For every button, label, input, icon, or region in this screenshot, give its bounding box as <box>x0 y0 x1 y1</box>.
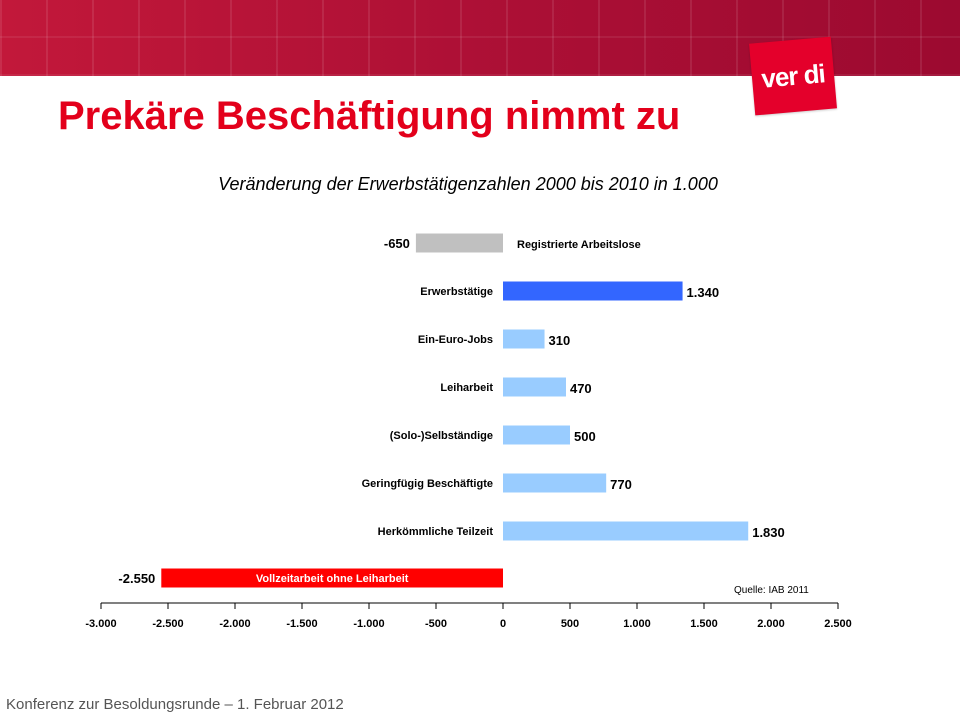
data-label: 470 <box>570 381 592 396</box>
category-label: Geringfügig Beschäftigte <box>362 478 493 490</box>
category-label: Ein-Euro-Jobs <box>418 334 493 346</box>
bar-geringfügig-beschäftigte <box>503 473 607 493</box>
category-label: Erwerbstätige <box>420 286 493 298</box>
x-tick-label: 0 <box>500 618 506 630</box>
category-label: Registrierte Arbeitslose <box>517 239 641 251</box>
data-label: 500 <box>574 429 596 444</box>
bar-ein-euro-jobs <box>503 329 545 349</box>
category-label: (Solo-)Selbständige <box>390 430 493 442</box>
x-tick-label: -2.000 <box>219 618 250 630</box>
bar-solo-selbständige <box>503 425 570 445</box>
bar-vollzeitarbeit-ohne-leiharbeit <box>161 568 504 588</box>
bar-erwerbstätige <box>503 281 683 301</box>
x-tick-label: -3.000 <box>85 618 116 630</box>
bar-herkömmliche-teilzeit <box>503 521 749 541</box>
x-tick-label: -1.000 <box>353 618 384 630</box>
data-label: -2.550 <box>118 571 155 586</box>
data-label: 310 <box>549 333 571 348</box>
data-label: -650 <box>384 236 410 251</box>
x-tick-label: 1.000 <box>623 618 651 630</box>
x-tick-label: 1.500 <box>690 618 718 630</box>
category-label: Vollzeitarbeit ohne Leiharbeit <box>256 573 409 585</box>
x-tick-label: 2.000 <box>757 618 785 630</box>
footer-text: Konferenz zur Besoldungsrunde – 1. Febru… <box>6 696 344 713</box>
category-label: Herkömmliche Teilzeit <box>378 526 494 538</box>
bar-registrierte-arbeitslose <box>415 233 503 253</box>
data-label: 770 <box>610 477 632 492</box>
x-tick-label: 500 <box>561 618 579 630</box>
category-label: Leiharbeit <box>440 382 493 394</box>
page-title: Prekäre Beschäftigung nimmt zu <box>58 94 681 138</box>
x-tick-label: -1.500 <box>286 618 317 630</box>
chart-title: Veränderung der Erwerbstätigenzahlen 200… <box>218 174 718 194</box>
x-tick-label: 2.500 <box>824 618 852 630</box>
x-tick-label: -500 <box>425 618 447 630</box>
x-tick-label: -2.500 <box>152 618 183 630</box>
header-banner <box>0 0 960 76</box>
bar-leiharbeit <box>503 377 566 397</box>
data-label: 1.340 <box>687 285 720 300</box>
data-label: 1.830 <box>752 525 785 540</box>
source-label: Quelle: IAB 2011 <box>734 585 809 596</box>
